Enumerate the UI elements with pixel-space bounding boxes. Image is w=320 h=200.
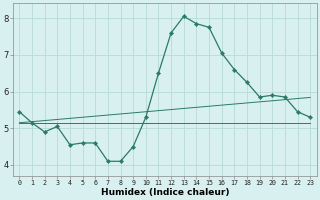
X-axis label: Humidex (Indice chaleur): Humidex (Indice chaleur) [100, 188, 229, 197]
